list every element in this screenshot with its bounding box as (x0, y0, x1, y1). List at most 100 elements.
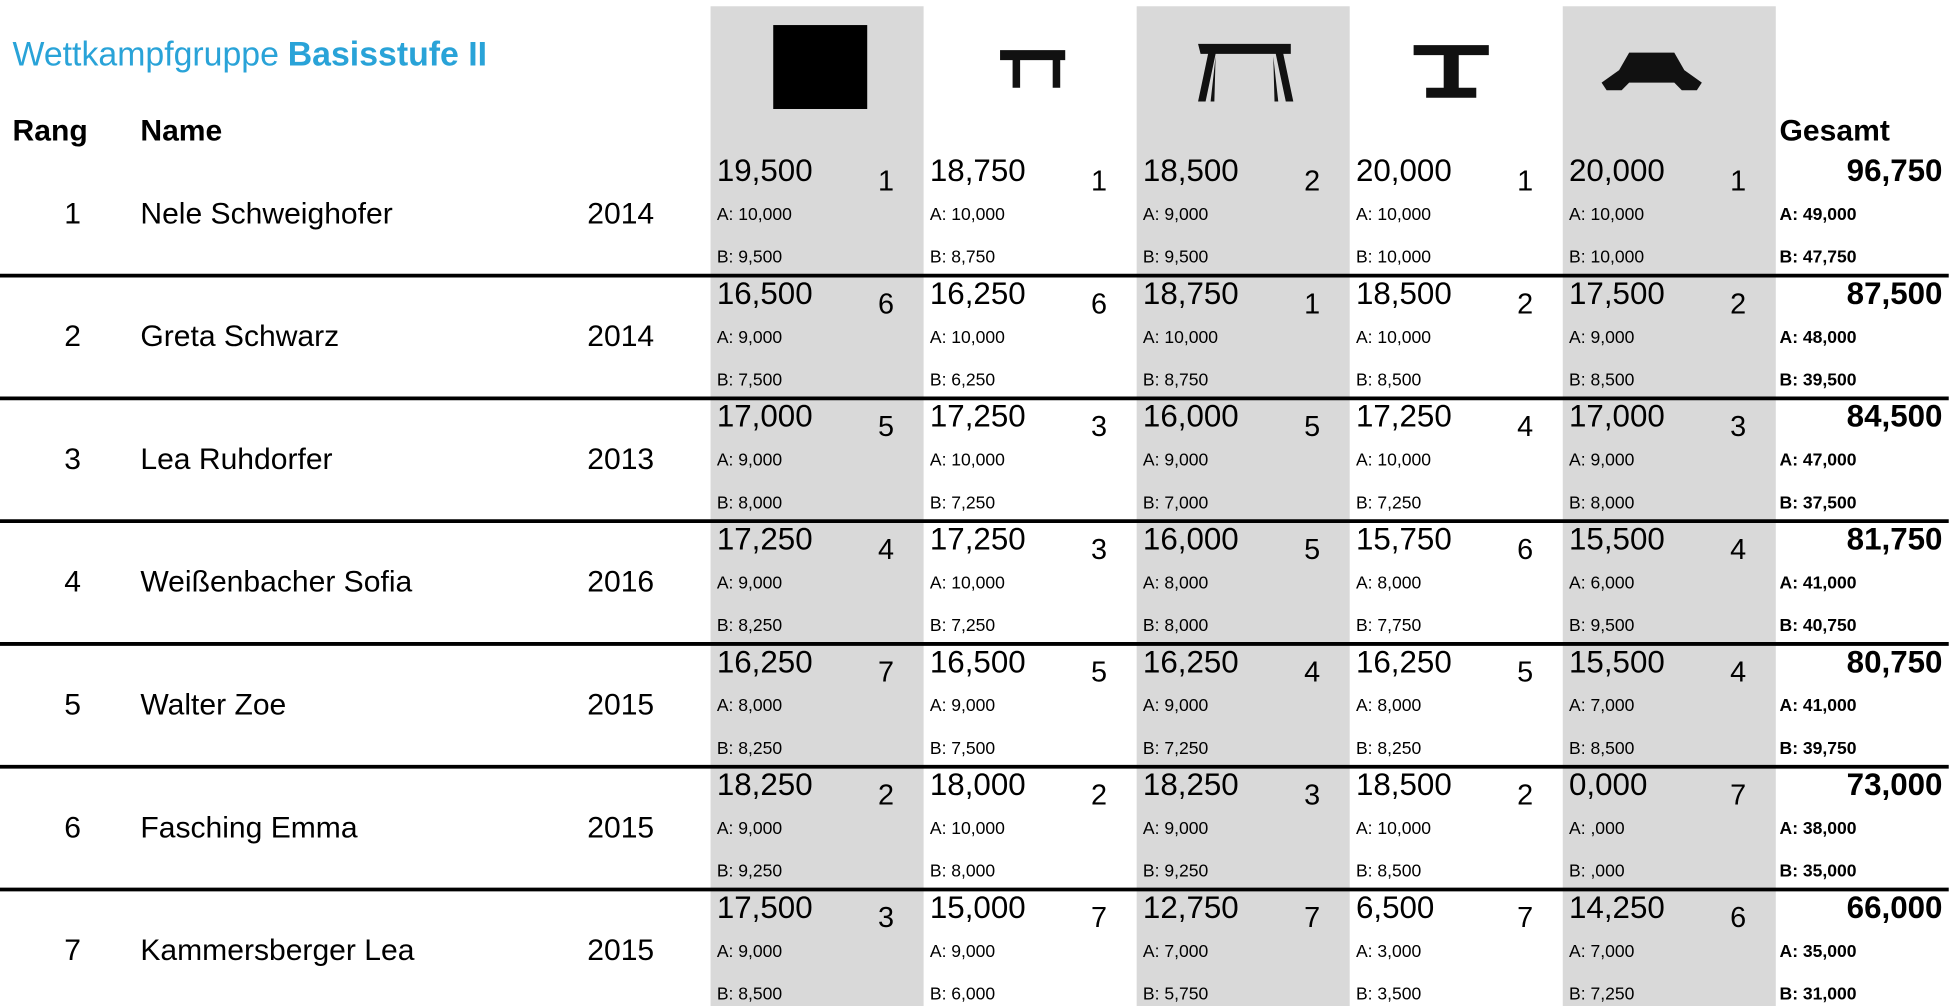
rank-header: Rang (13, 115, 88, 148)
event-score: 12,750 (1143, 890, 1239, 925)
event-place: 5 (1304, 411, 1320, 443)
event-b: B: 7,250 (1356, 492, 1422, 512)
event-score: 18,750 (1143, 276, 1239, 311)
event-b: B: 9,250 (1143, 861, 1209, 881)
event-place: 5 (878, 411, 894, 443)
event-a: A: 7,000 (1569, 695, 1635, 715)
event-score: 18,250 (717, 767, 813, 802)
event-a: A: 6,000 (1569, 572, 1635, 592)
event-a: A: 9,000 (1143, 818, 1209, 838)
event-score: 17,250 (1356, 399, 1452, 434)
event-b: B: 5,750 (1143, 983, 1209, 1003)
event-a: A: 9,000 (930, 941, 996, 961)
name: Nele Schweighofer (140, 197, 392, 230)
event-place: 7 (878, 657, 894, 689)
event-place: 2 (1091, 779, 1107, 811)
name: Kammersberger Lea (140, 934, 414, 967)
column-shade (710, 6, 924, 1006)
event-b: B: 9,500 (717, 247, 783, 267)
title-text: Wettkampfgruppe (13, 35, 279, 73)
rank: 7 (64, 934, 81, 967)
title: Wettkampfgruppe Basisstufe II (13, 35, 488, 73)
event-score: 18,250 (1143, 767, 1239, 802)
column-shade (1136, 6, 1350, 1006)
event-b: B: 7,250 (1569, 983, 1635, 1003)
event-a: A: 10,000 (930, 818, 1005, 838)
event-b: B: 8,250 (717, 615, 783, 635)
event-a: A: 9,000 (717, 572, 783, 592)
event-place: 3 (1730, 411, 1746, 443)
event-place: 4 (1730, 657, 1746, 689)
total-header: Gesamt (1780, 115, 1890, 148)
event-place: 1 (1730, 166, 1746, 198)
event-place: 3 (878, 902, 894, 934)
event-b: B: 8,500 (1569, 738, 1635, 758)
total-score: 87,500 (1847, 276, 1943, 311)
event-b: B: 9,500 (1143, 247, 1209, 267)
event-a: A: 10,000 (1356, 818, 1431, 838)
year: 2015 (587, 811, 654, 844)
event-b: B: 8,000 (1143, 615, 1209, 635)
event-score: 17,500 (717, 890, 813, 925)
event-a: A: 7,000 (1143, 941, 1209, 961)
event-score: 14,250 (1569, 890, 1665, 925)
event-a: A: 10,000 (717, 204, 792, 224)
rank: 1 (64, 197, 81, 230)
event-score: 16,250 (1143, 644, 1239, 679)
event-a: A: 9,000 (1143, 695, 1209, 715)
event-a: A: 10,000 (1143, 327, 1218, 347)
total-score: 84,500 (1847, 399, 1943, 434)
event-score: 17,250 (717, 521, 813, 556)
event-a: A: 10,000 (1356, 204, 1431, 224)
event-place: 7 (1304, 902, 1320, 934)
event-score: 0,000 (1569, 767, 1647, 802)
total-b: B: 37,500 (1780, 492, 1857, 512)
event-a: A: 8,000 (1143, 572, 1209, 592)
event-b: B: 6,000 (930, 983, 996, 1003)
name: Walter Zoe (140, 689, 286, 722)
event-place: 7 (1091, 902, 1107, 934)
event-b: B: 9,250 (717, 861, 783, 881)
event-b: B: ,000 (1569, 861, 1625, 881)
total-score: 66,000 (1847, 890, 1943, 925)
event-b: B: 8,000 (717, 492, 783, 512)
total-a: A: 47,000 (1780, 450, 1857, 470)
year: 2015 (587, 934, 654, 967)
event-place: 1 (1517, 166, 1533, 198)
icon-bench (1000, 50, 1066, 88)
event-a: A: 8,000 (1356, 572, 1422, 592)
event-a: A: 9,000 (717, 450, 783, 470)
event-b: B: 8,750 (1143, 369, 1209, 389)
event-a: A: 10,000 (930, 327, 1005, 347)
event-b: B: 8,250 (717, 738, 783, 758)
total-score: 96,750 (1847, 153, 1943, 188)
total-score: 81,750 (1847, 521, 1943, 556)
rank: 4 (64, 566, 81, 599)
name: Weißenbacher Sofia (140, 566, 412, 599)
event-score: 15,750 (1356, 521, 1452, 556)
event-a: A: 8,000 (717, 695, 783, 715)
event-place: 7 (1517, 902, 1533, 934)
event-b: B: 7,250 (1143, 738, 1209, 758)
event-place: 1 (1304, 288, 1320, 320)
event-b: B: 7,500 (930, 738, 996, 758)
event-b: B: 8,500 (1356, 369, 1422, 389)
event-b: B: 7,500 (717, 369, 783, 389)
column-shade (1562, 6, 1776, 1006)
event-score: 18,500 (1143, 153, 1239, 188)
event-score: 16,250 (1356, 644, 1452, 679)
event-place: 5 (1517, 657, 1533, 689)
event-score: 17,250 (930, 521, 1026, 556)
event-place: 6 (878, 288, 894, 320)
total-a: A: 41,000 (1780, 695, 1857, 715)
event-place: 3 (1091, 534, 1107, 566)
event-score: 15,500 (1569, 644, 1665, 679)
event-b: B: 9,500 (1569, 615, 1635, 635)
year: 2014 (587, 197, 654, 230)
event-place: 1 (1091, 166, 1107, 198)
event-a: A: 9,000 (717, 941, 783, 961)
event-b: B: 7,000 (1143, 492, 1209, 512)
total-score: 80,750 (1847, 644, 1943, 679)
event-place: 6 (1091, 288, 1107, 320)
